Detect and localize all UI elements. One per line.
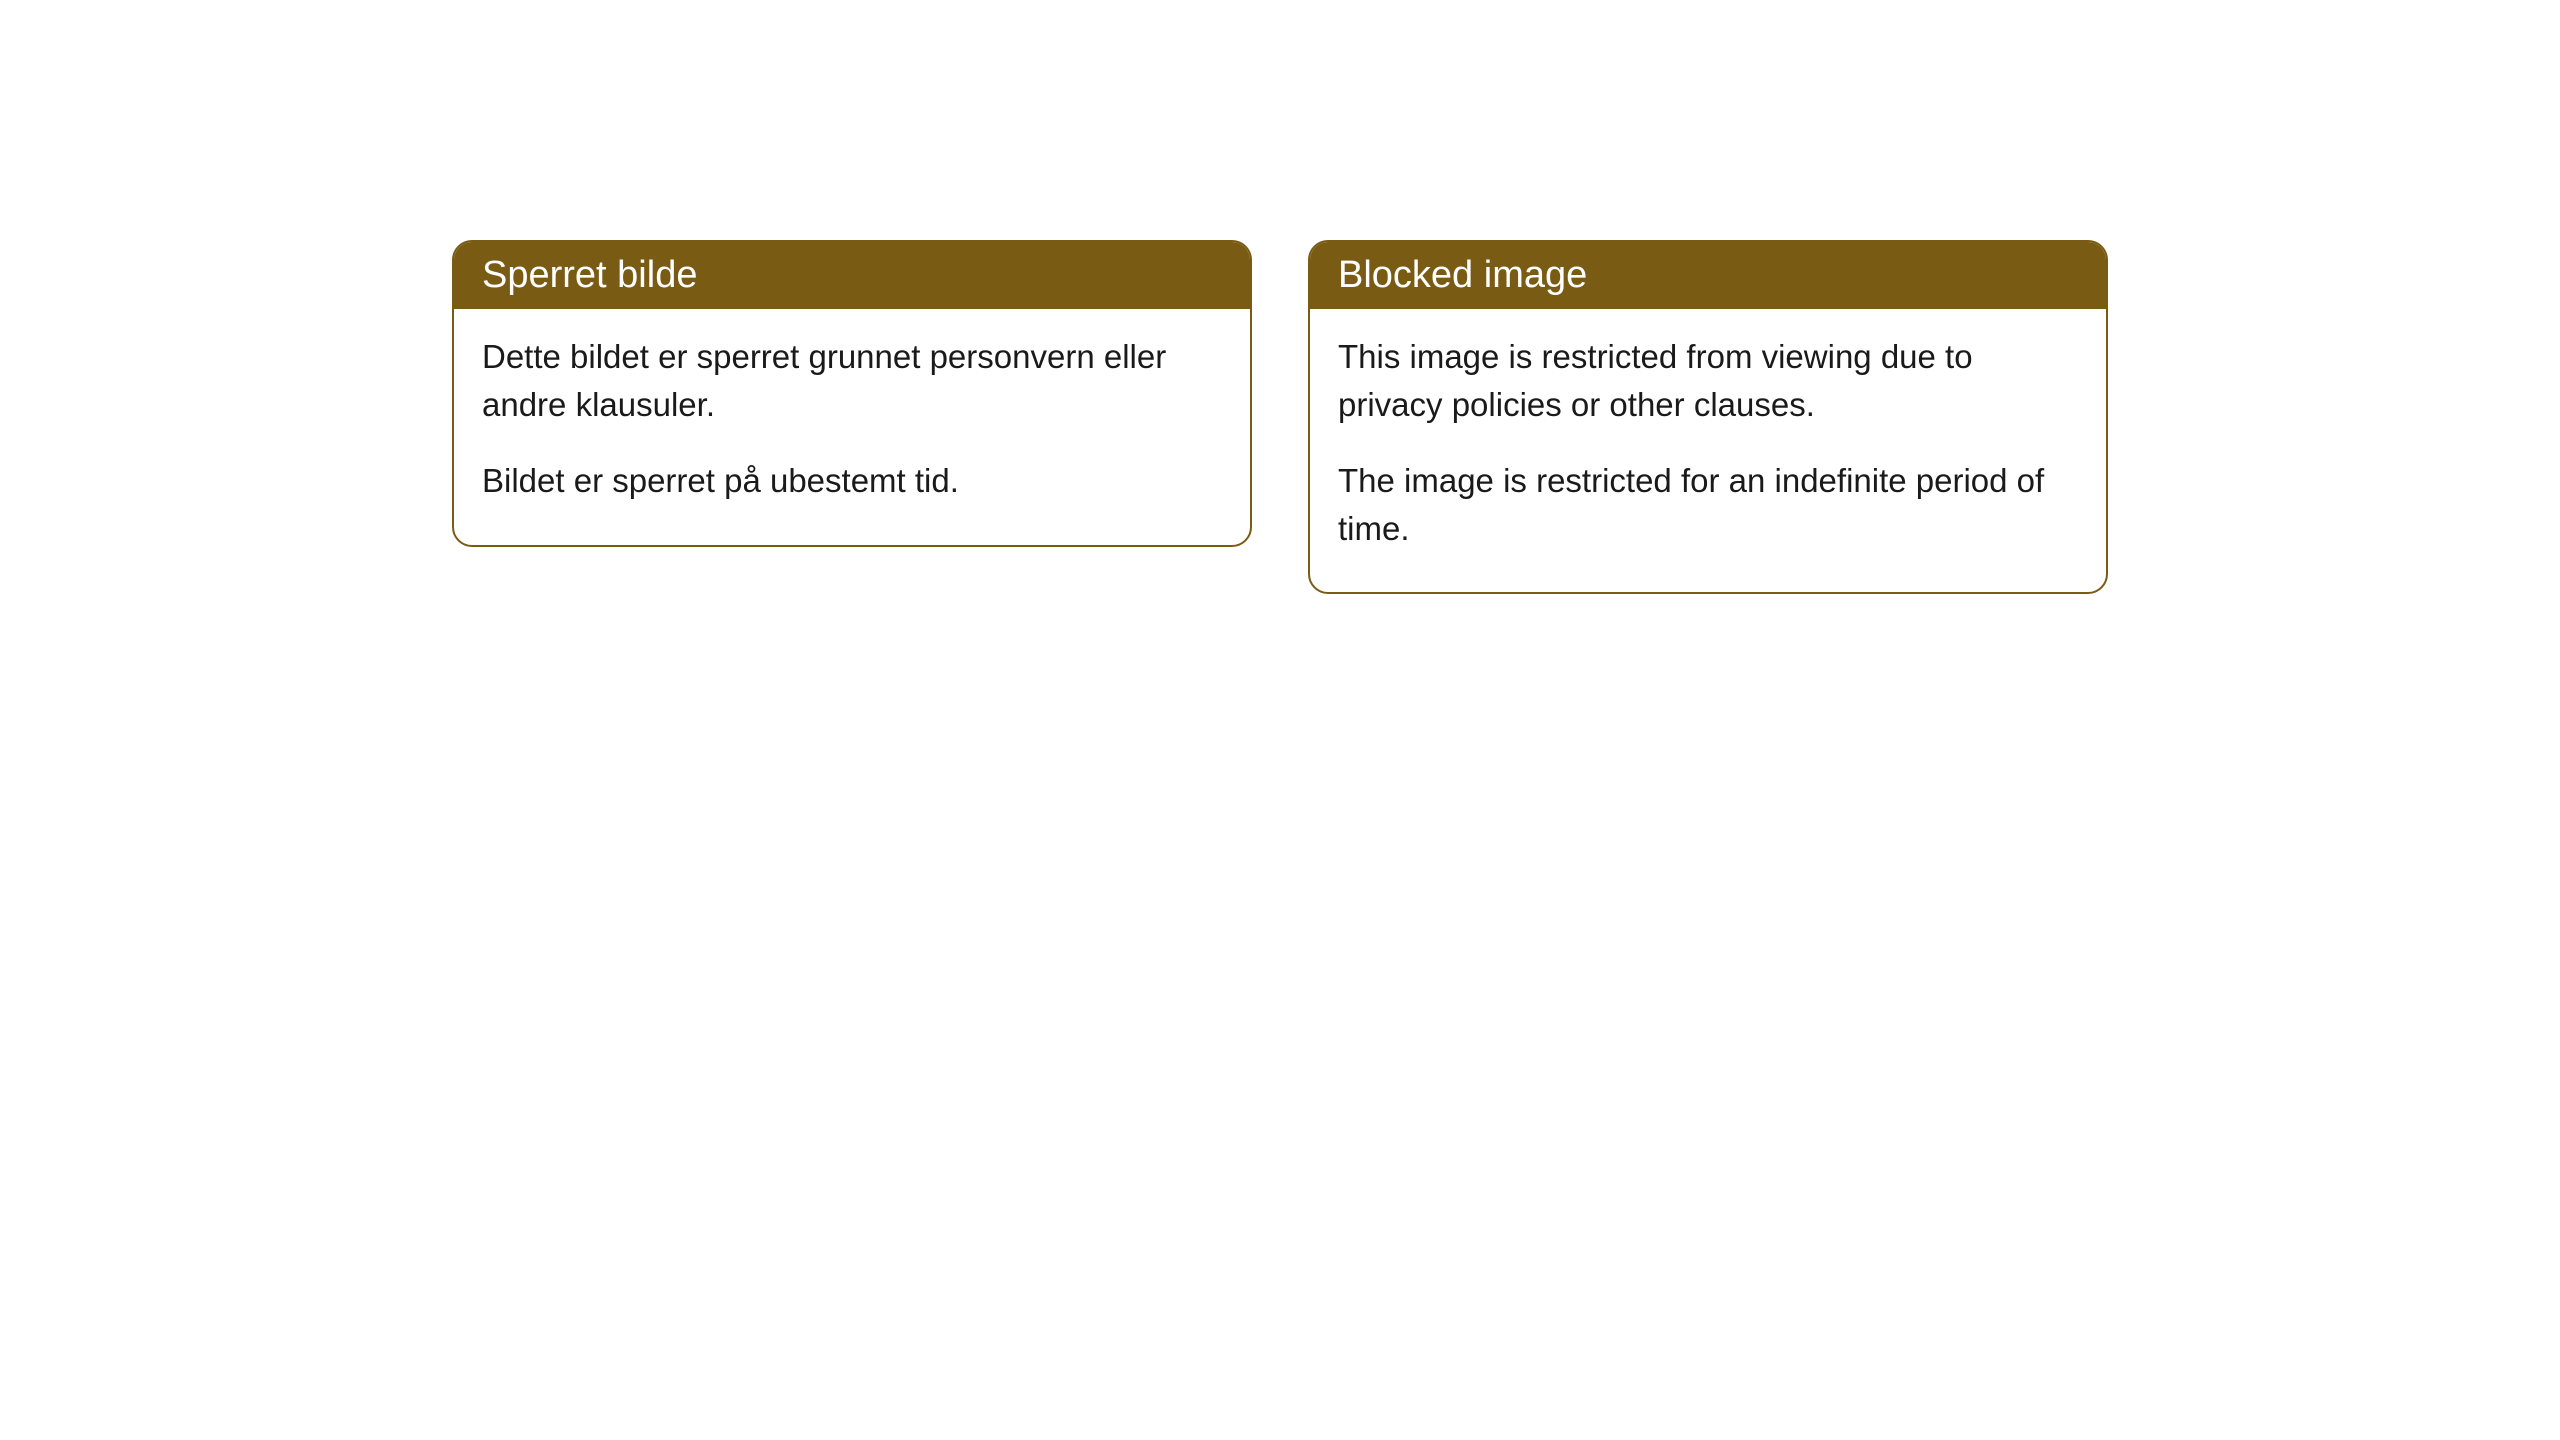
card-header: Sperret bilde: [454, 242, 1250, 309]
card-body: Dette bildet er sperret grunnet personve…: [454, 309, 1250, 545]
card-title: Blocked image: [1338, 254, 1587, 296]
blocked-image-card-en: Blocked image This image is restricted f…: [1308, 240, 2108, 594]
card-body: This image is restricted from viewing du…: [1310, 309, 2106, 592]
card-paragraph: Dette bildet er sperret grunnet personve…: [482, 333, 1222, 429]
blocked-image-card-no: Sperret bilde Dette bildet er sperret gr…: [452, 240, 1252, 547]
card-paragraph: The image is restricted for an indefinit…: [1338, 457, 2078, 553]
card-header: Blocked image: [1310, 242, 2106, 309]
card-paragraph: Bildet er sperret på ubestemt tid.: [482, 457, 1222, 505]
card-paragraph: This image is restricted from viewing du…: [1338, 333, 2078, 429]
card-title: Sperret bilde: [482, 254, 697, 296]
